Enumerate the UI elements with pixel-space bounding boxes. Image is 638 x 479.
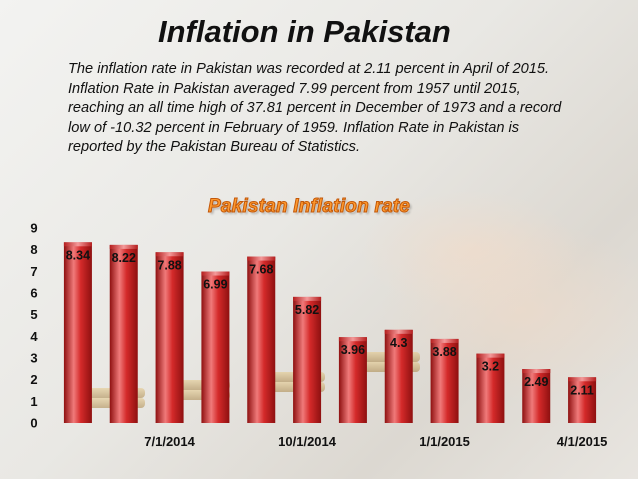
bar: [430, 338, 459, 423]
data-label: 4.3: [390, 336, 407, 350]
y-tick-label: 9: [30, 221, 37, 236]
x-tick-label: 7/1/2014: [144, 434, 195, 449]
bar-cap: [430, 338, 459, 343]
data-label: 3.96: [341, 343, 365, 357]
bar-cap: [247, 256, 276, 261]
page-description: The inflation rate in Pakistan was recor…: [68, 61, 562, 156]
data-label: 3.2: [482, 360, 499, 374]
bar: [476, 353, 505, 423]
data-label: 7.88: [157, 258, 181, 272]
chart-title: Pakistan Inflation rate: [207, 196, 411, 218]
bar: [63, 242, 92, 423]
bar: [384, 329, 413, 423]
data-label: 7.68: [249, 263, 273, 277]
data-labels: 8.34 8.22 7.88 6.99 7.68 5.82 3.96 4.3 3.88 3.2 2.…: [66, 248, 594, 397]
y-tick-label: 2: [30, 372, 37, 387]
x-tick-label: 4/1/2015: [557, 434, 608, 449]
bar: [109, 244, 138, 423]
y-tick-label: 6: [30, 286, 37, 301]
data-label: 6.99: [203, 278, 227, 292]
bars: [63, 242, 597, 423]
bar-cap: [338, 337, 367, 342]
data-label: 8.34: [66, 248, 90, 262]
y-tick-label: 1: [30, 394, 37, 409]
bar-cap: [201, 271, 230, 276]
bar-cap: [522, 369, 551, 374]
y-tick-label: 5: [30, 307, 37, 322]
y-axis: 0 1 2 3 4 5 6 7 8 9: [30, 221, 38, 431]
bar-cap: [63, 242, 92, 247]
bar: [247, 256, 276, 423]
x-tick-label: 1/1/2015: [419, 434, 470, 449]
bar-cap: [155, 252, 184, 257]
bar: [201, 271, 230, 423]
x-tick-label: 10/1/2014: [278, 434, 337, 449]
y-tick-label: 8: [30, 242, 37, 257]
bar-cap: [293, 296, 322, 301]
bar-cap: [568, 377, 597, 382]
data-label: 3.88: [432, 345, 456, 359]
page-title: Inflation in Pakistan: [158, 14, 451, 49]
data-label: 2.49: [524, 375, 548, 389]
data-label: 2.11: [570, 383, 594, 397]
data-label: 8.22: [112, 251, 136, 265]
bar: [293, 296, 322, 423]
bar: [338, 337, 367, 423]
bar-cap: [384, 329, 413, 334]
bar-cap: [476, 353, 505, 358]
bar: [522, 369, 551, 423]
x-axis: 7/1/2014 10/1/2014 1/1/2015 4/1/2015: [144, 434, 607, 449]
y-tick-label: 3: [30, 351, 37, 366]
y-tick-label: 0: [30, 416, 37, 431]
bar-cap: [109, 244, 138, 249]
y-tick-label: 4: [30, 329, 38, 344]
bar: [155, 252, 184, 423]
bar: [568, 377, 597, 423]
y-tick-label: 7: [30, 264, 37, 279]
data-label: 5.82: [295, 303, 319, 317]
